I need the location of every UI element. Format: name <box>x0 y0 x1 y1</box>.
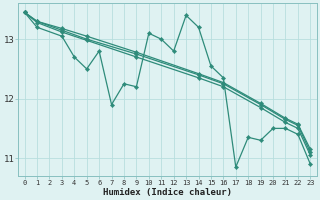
X-axis label: Humidex (Indice chaleur): Humidex (Indice chaleur) <box>103 188 232 197</box>
